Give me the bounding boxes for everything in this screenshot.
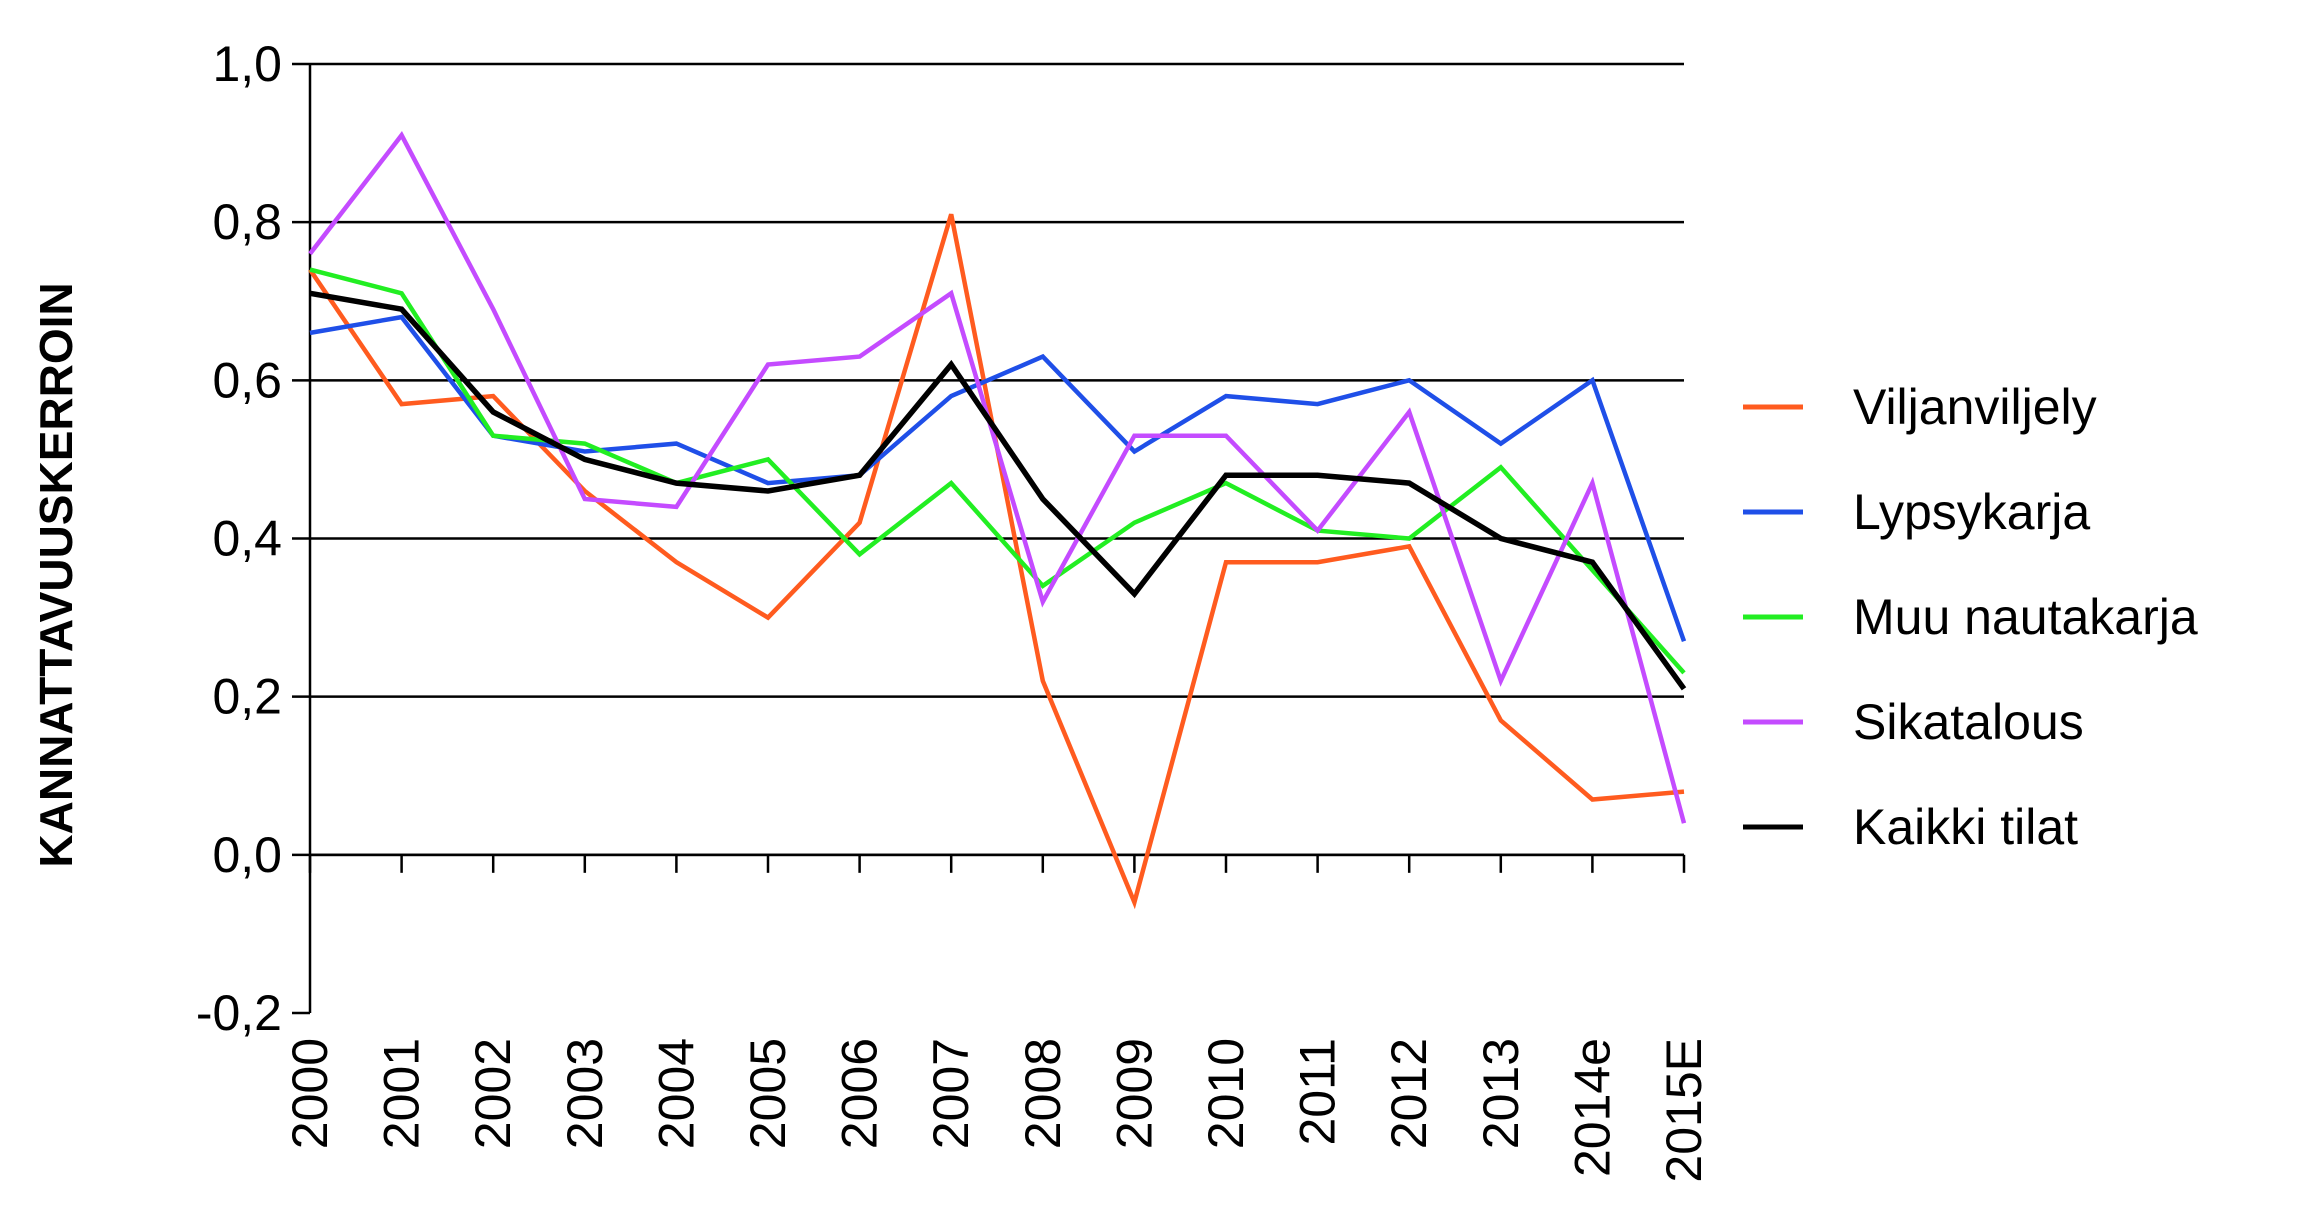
series-line-sikatalous (308, 131, 1687, 824)
legend-label: Kaikki tilat (1853, 799, 2078, 855)
x-tick-label: 2007 (923, 1038, 979, 1149)
x-tick-label: 2008 (1015, 1038, 1071, 1149)
series-line-muu-nautakarja (309, 267, 1686, 675)
x-tick-label: 2010 (1198, 1038, 1254, 1149)
x-tick-label: 2004 (648, 1038, 704, 1149)
x-tick-label: 2015E (1656, 1038, 1712, 1183)
x-tick-label: 2002 (465, 1038, 521, 1149)
series-layer (308, 131, 1687, 910)
y-tick-label: 0,4 (212, 511, 282, 567)
x-tick-label: 2012 (1381, 1038, 1437, 1149)
y-axis-label: KANNATTAVUUSKERROIN (30, 282, 82, 867)
x-tick-label: 2005 (740, 1038, 796, 1149)
y-tick-label: 0,0 (212, 827, 282, 883)
axis-layer (308, 64, 1686, 1013)
x-tick-label: 2000 (282, 1038, 338, 1149)
y-tick-label: -0,2 (196, 985, 282, 1041)
series-line-lypsykarja (309, 314, 1687, 643)
x-tick-label: 2003 (557, 1038, 613, 1149)
y-tick-label: 0,8 (212, 194, 282, 250)
y-tick-label: 1,0 (212, 36, 282, 92)
x-tick-label: 2001 (374, 1038, 430, 1149)
y-tick-label: 0,6 (212, 352, 282, 408)
x-tick-label: 2014e (1564, 1038, 1620, 1177)
legend-label: Muu nautakarja (1853, 589, 2198, 645)
legend-label: Lypsykarja (1853, 484, 2090, 540)
x-tick-label: 2006 (832, 1038, 888, 1149)
x-tick-label: 2011 (1290, 1038, 1346, 1146)
legend-label: Viljanviljely (1853, 379, 2097, 435)
grid-layer (292, 62, 1684, 1015)
series-line-kaikki-tilat (309, 290, 1687, 691)
y-tick-label: 0,2 (212, 669, 282, 725)
legend-label: Sikatalous (1853, 694, 2084, 750)
x-tick-label: 2009 (1106, 1038, 1162, 1149)
series-line-viljanviljely (308, 213, 1685, 910)
x-tick-label: 2013 (1473, 1038, 1529, 1149)
legend: Viljanviljely Lypsykarja Muu nautakarja Sik… (1743, 379, 2198, 855)
